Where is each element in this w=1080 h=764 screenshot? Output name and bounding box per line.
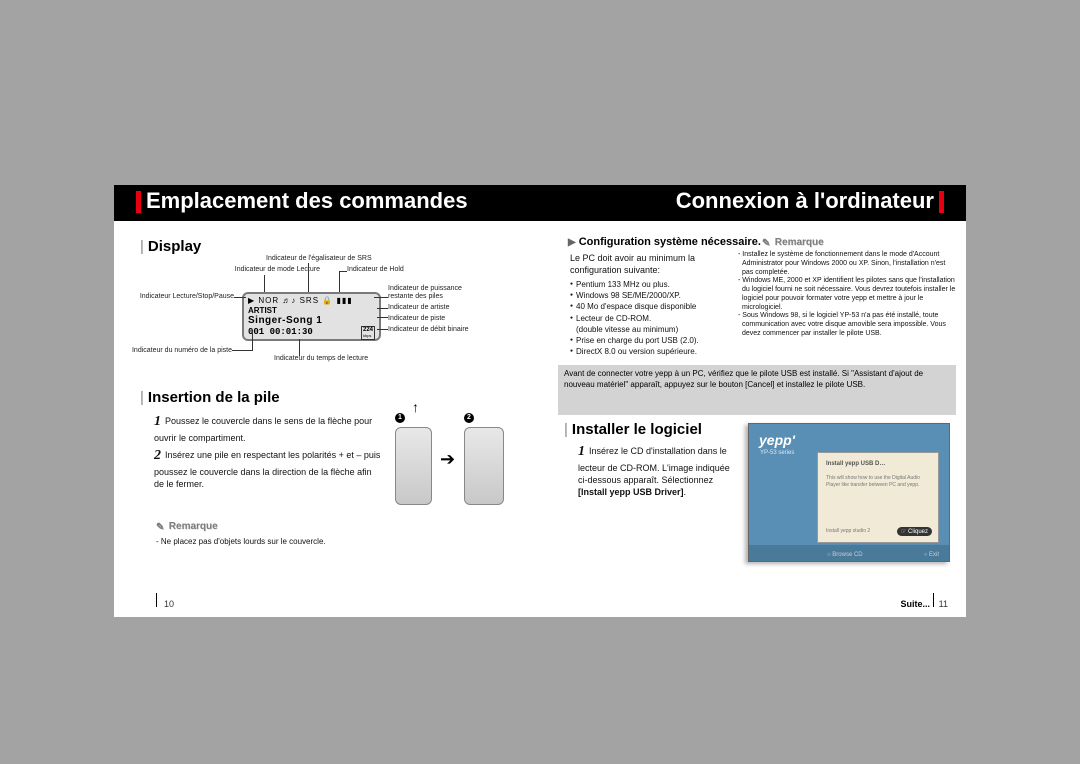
page-number-left: 10 (164, 599, 174, 609)
callout-bitrate: Indicateur de débit binaire (388, 326, 469, 334)
callout-play-stop: Indicateur Lecture/Stop/Pause (124, 293, 234, 301)
battery-illustration-1 (395, 427, 432, 505)
section-battery: |Insertion de la pile (140, 389, 280, 406)
remark-list-right: - Installez le système de fonctionnement… (738, 251, 956, 339)
config-intro: Le PC doit avoir au minimum la configura… (570, 253, 740, 276)
callout-srs: Indicateur de l'égalisateur de SRS (266, 255, 396, 263)
lcd-artist-label: ARTIST (248, 306, 277, 315)
installer-subtitle: YP-53 series (760, 450, 794, 456)
lcd-song: Singer-Song 1 (248, 315, 322, 326)
remark-body-left: - Ne placez pas d'objets lourds sur le c… (156, 537, 326, 547)
remark-heading-right: ✎ Remarque (762, 237, 824, 248)
install-step-1: 1Insérez le CD d'installation dans le le… (578, 443, 738, 498)
battery-step-1: 1Poussez le couvercle dans le sens de la… (154, 413, 384, 444)
callout-number-2: 2 (464, 413, 474, 423)
installer-click-badge: ☞ Cliquez (897, 527, 932, 536)
callout-play-mode: Indicateur de mode Lecture (200, 266, 320, 274)
lcd-display: ▶ NOR ♬♪ SRS 🔒 ▮▮▮ ARTIST Singer-Song 1 … (242, 292, 381, 341)
callout-play-time: Indicateur du temps de lecture (274, 355, 414, 363)
arrow-open-icon: ↑ (412, 399, 419, 415)
section-install: |Installer le logiciel (564, 421, 702, 438)
installer-button-label: Install yepp USB D… (826, 461, 930, 467)
callout-number-1: 1 (395, 413, 405, 423)
battery-illustration-2 (464, 427, 504, 505)
installer-screenshot: yepp' YP-53 series Install yepp USB D… T… (748, 423, 950, 562)
callout-artist: Indicateur de artiste (388, 304, 449, 312)
config-heading: ▶Configuration système nécessaire. (568, 236, 761, 248)
callout-track-num: Indicateur du numéro de la piste (124, 347, 232, 355)
callout-battery: Indicateur de puissance restante des pil… (388, 285, 498, 300)
lcd-bitrate: 224kbps (361, 326, 375, 340)
accent-bar-right (939, 191, 944, 213)
accent-bar-left (136, 191, 141, 213)
page-number-right: 11 (939, 599, 948, 609)
remark-heading-left: ✎ Remarque (156, 521, 218, 532)
header-title-left: Emplacement des commandes (146, 188, 468, 214)
section-display: |Display (140, 238, 201, 255)
header-title-right: Connexion à l'ordinateur (676, 188, 934, 214)
callout-hold: Indicateur de Hold (347, 266, 437, 274)
arrow-right-icon: ➔ (440, 449, 455, 470)
lcd-track-time: 001 00:01:30 (248, 327, 313, 337)
battery-step-2: 2Insérez une pile en respectant les pola… (154, 447, 384, 490)
callout-track: Indicateur de piste (388, 315, 445, 323)
lcd-icons-row: ▶ NOR ♬♪ SRS 🔒 ▮▮▮ (248, 296, 353, 305)
suite-label: Suite... (900, 599, 930, 609)
warning-box: Avant de connecter votre yepp à un PC, v… (558, 365, 956, 415)
installer-logo: yepp' (759, 432, 795, 448)
config-list: Pentium 133 MHz ou plus. Windows 98 SE/M… (570, 279, 740, 357)
